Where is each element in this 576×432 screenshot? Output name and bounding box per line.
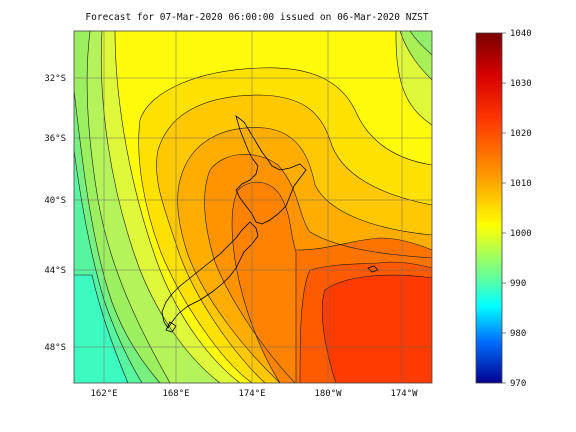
lon-label: 174°E xyxy=(238,389,265,399)
colorbar-tick-label: 1010 xyxy=(510,179,532,189)
contour-band-1020 xyxy=(232,182,296,383)
contour-band-1026 xyxy=(322,275,432,383)
lat-label: 32°S xyxy=(44,74,66,84)
lon-label: 168°E xyxy=(162,389,189,399)
longitude-labels: 162°E 168°E 174°E 180°W 174°W xyxy=(90,389,418,399)
colorbar-tick-label: 970 xyxy=(510,379,526,389)
colorbar: 1040 1030 1020 1010 1000 990 980 970 xyxy=(475,29,532,389)
latitude-labels: 32°S 36°S 40°S 44°S 48°S xyxy=(44,74,66,353)
lat-label: 44°S xyxy=(44,266,66,276)
lat-label: 40°S xyxy=(44,196,66,206)
graticule xyxy=(74,31,432,383)
lon-label: 174°W xyxy=(390,389,418,399)
lon-label: 162°E xyxy=(90,389,117,399)
map-frame xyxy=(73,30,433,384)
south-island xyxy=(161,221,259,329)
colorbar-tick-label: 1030 xyxy=(510,79,532,89)
colorbar-tick-label: 1020 xyxy=(510,129,532,139)
north-island xyxy=(235,114,307,225)
lon-label: 180°W xyxy=(314,389,342,399)
figure-title: Forecast for 07-Mar-2020 06:00:00 issued… xyxy=(85,12,428,23)
colorbar-tick-label: 990 xyxy=(510,279,526,289)
lat-label: 36°S xyxy=(44,134,66,144)
colorbar-ticks xyxy=(502,32,506,384)
contour-band-1000 xyxy=(74,275,128,383)
colorbar-tick-label: 980 xyxy=(510,329,526,339)
colorbar-tick-label: 1000 xyxy=(510,229,532,239)
lat-label: 48°S xyxy=(44,343,66,353)
colorbar-gradient xyxy=(475,32,503,384)
colorbar-tick-label: 1040 xyxy=(510,29,532,39)
pressure-field xyxy=(74,31,432,383)
contour-band-1006-east xyxy=(410,31,432,55)
